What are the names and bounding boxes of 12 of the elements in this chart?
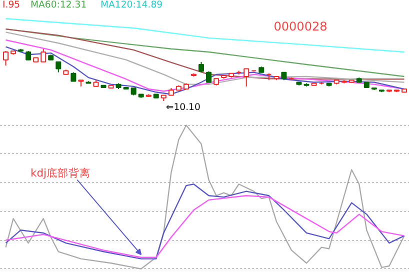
text: MA60:12.31 bbox=[30, 0, 87, 10]
text: MA120:14.89 bbox=[100, 0, 163, 10]
text: ⇐10.10 bbox=[166, 102, 200, 114]
candlestick bbox=[206, 70, 212, 83]
candlestick bbox=[40, 48, 46, 62]
candlestick bbox=[56, 61, 62, 73]
text: I.95 bbox=[2, 0, 20, 10]
candlestick bbox=[244, 68, 250, 87]
annotation: kdj底部背离 bbox=[30, 166, 90, 180]
candlestick bbox=[3, 50, 9, 66]
candlestick bbox=[198, 61, 204, 73]
text: 0000028 bbox=[274, 20, 328, 34]
